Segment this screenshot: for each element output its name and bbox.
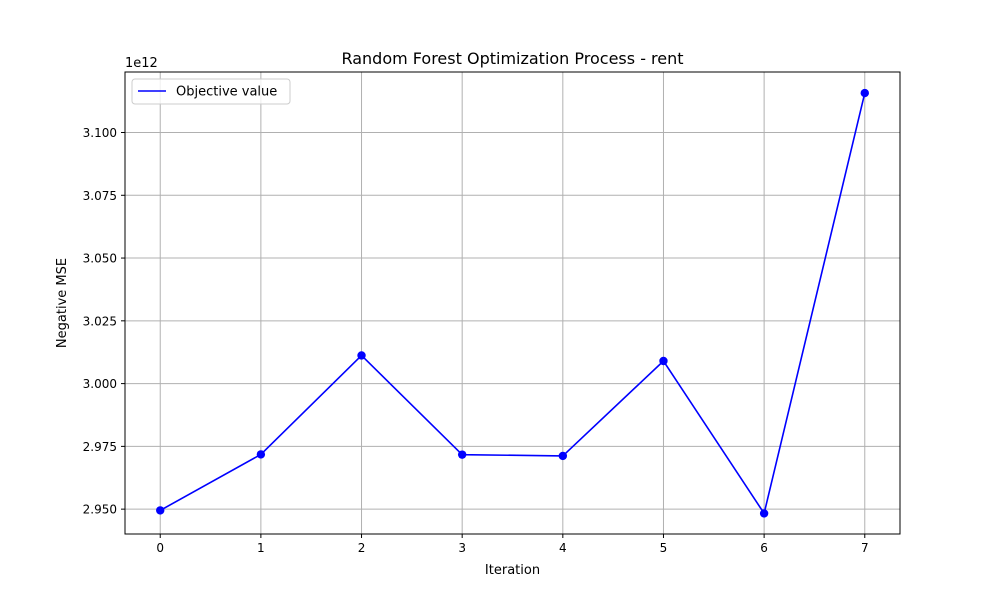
x-tick-label: 0 xyxy=(156,541,164,555)
data-point xyxy=(659,356,668,366)
y-tick-label: 3.100 xyxy=(83,126,117,140)
y-offset-label: 1e12 xyxy=(125,56,158,71)
y-tick-label: 2.975 xyxy=(83,440,117,454)
data-point xyxy=(558,451,568,461)
series-line xyxy=(159,92,866,515)
legend: Objective value xyxy=(131,78,291,105)
legend-label: Objective value xyxy=(176,85,277,100)
x-axis-label: Iteration xyxy=(485,563,540,578)
x-tick-label: 3 xyxy=(458,541,466,555)
series-layer xyxy=(156,88,869,518)
y-tick-label: 3.050 xyxy=(83,252,117,266)
data-point xyxy=(256,450,266,459)
legend-box xyxy=(131,78,291,105)
chart-title: Random Forest Optimization Process - ren… xyxy=(341,49,683,68)
x-tick-label: 1 xyxy=(257,541,265,555)
y-tick-label: 3.025 xyxy=(83,314,117,328)
data-point xyxy=(357,351,366,360)
data-point xyxy=(759,509,769,518)
data-point xyxy=(457,450,467,459)
y-tick-label: 3.000 xyxy=(83,377,117,391)
x-tick-label: 7 xyxy=(861,541,869,555)
data-point xyxy=(156,506,165,515)
data-point xyxy=(860,88,869,98)
y-axis-label: Negative MSE xyxy=(55,258,70,348)
y-tick-label: 3.075 xyxy=(83,189,117,203)
plot-frame xyxy=(124,71,901,535)
x-tick-label: 5 xyxy=(660,541,668,555)
x-tick-label: 2 xyxy=(358,541,366,555)
x-tick-label: 4 xyxy=(559,541,567,555)
axes: 0 1 2 3 4 5 6 7 2.950 2.975 3.000 3.025 3.050 3.075 3.… xyxy=(83,126,869,555)
x-tick-label: 6 xyxy=(760,541,768,555)
grid xyxy=(125,72,900,534)
y-tick-label: 2.950 xyxy=(83,503,117,517)
